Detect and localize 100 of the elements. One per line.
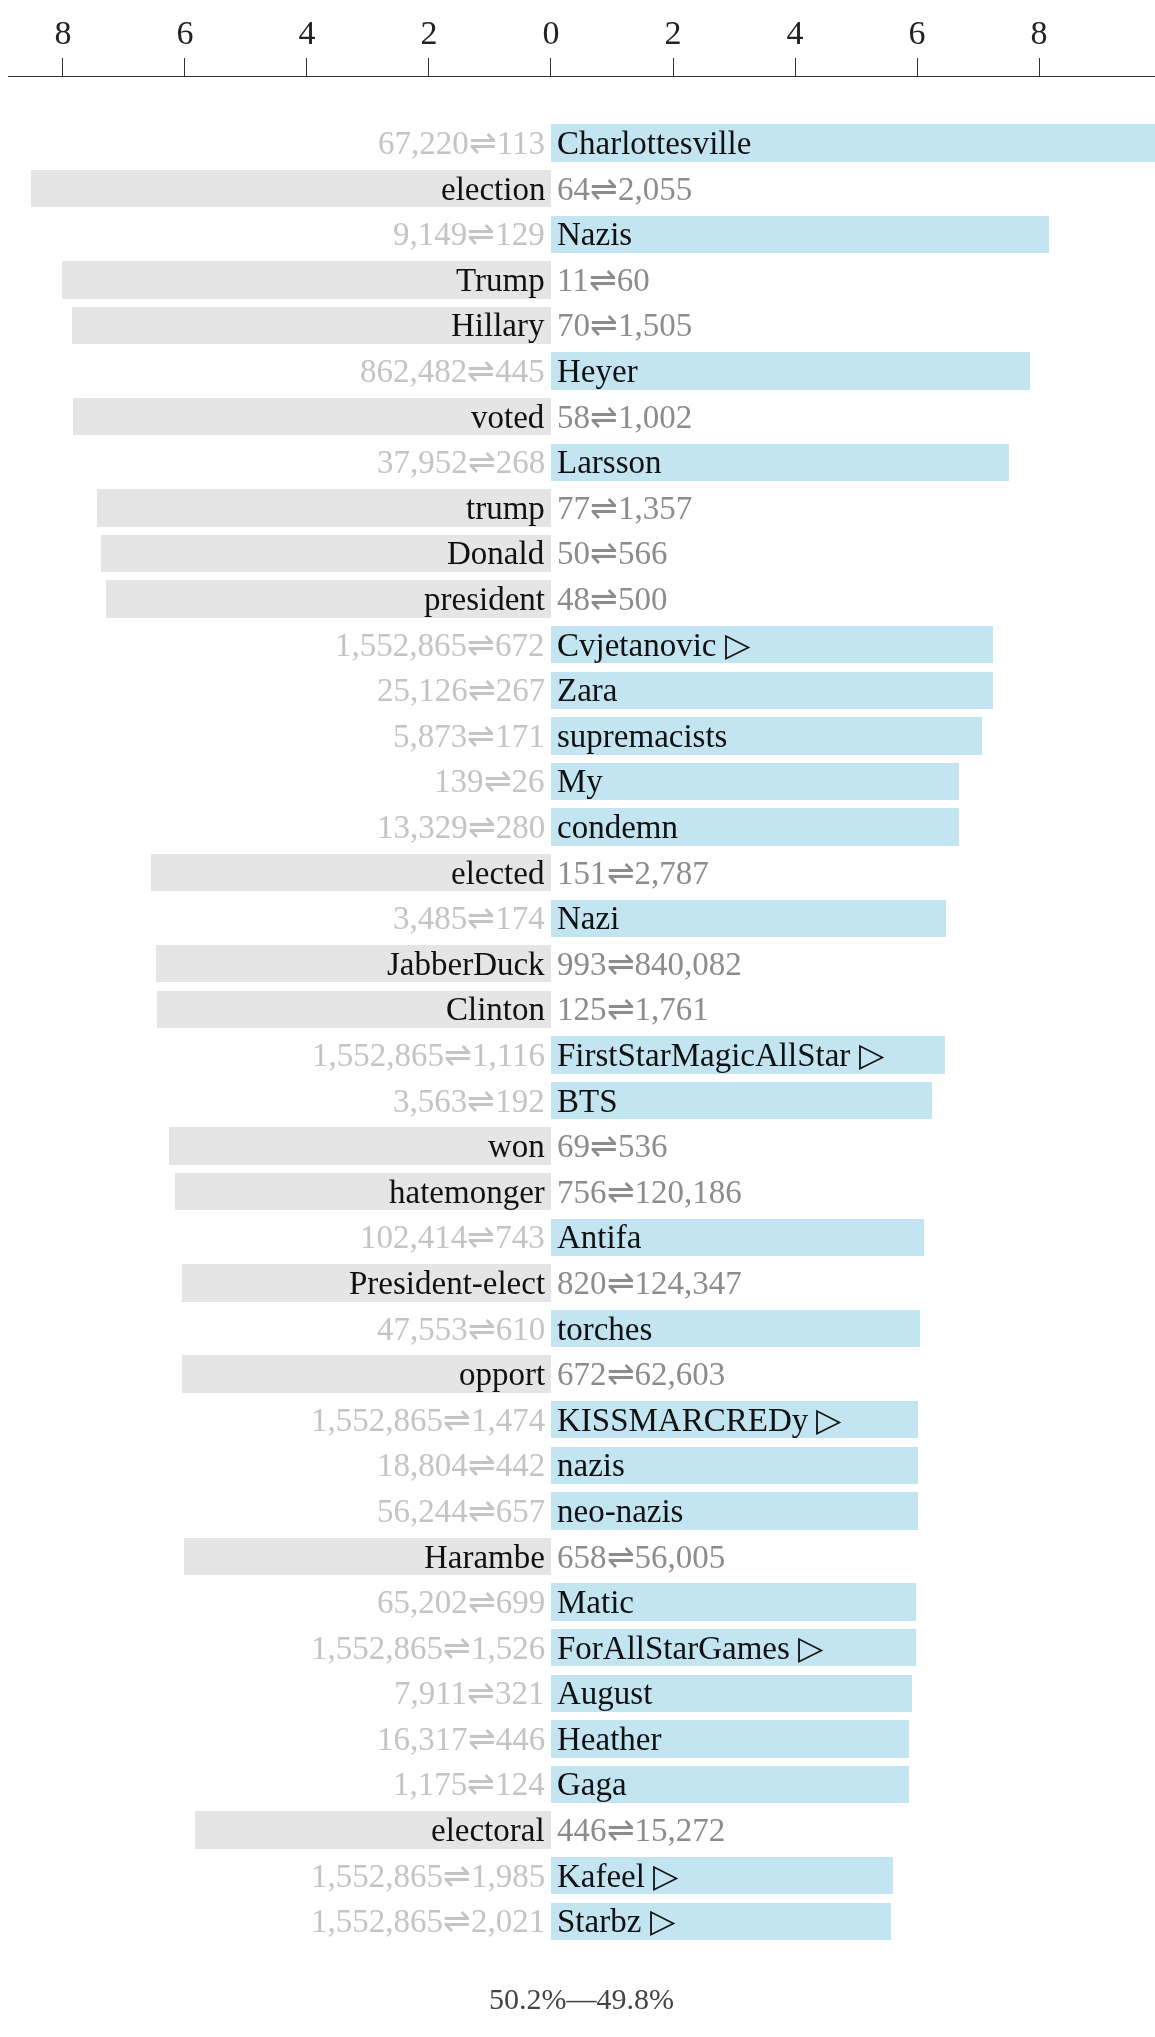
annotation: 1,552,865⇌1,474	[311, 1402, 546, 1438]
y-tick-label: election	[441, 171, 546, 207]
y-tick-label: Trump	[456, 262, 545, 298]
y-tick-label: Harambe	[424, 1539, 545, 1575]
bar	[156, 945, 551, 982]
bar	[101, 535, 551, 572]
bar	[182, 1355, 551, 1393]
annotation: 77⇌1,357	[557, 490, 693, 526]
annotation: 1,552,865⇌672	[335, 627, 545, 663]
y-tick-label: Donald	[447, 535, 545, 571]
bar	[550, 763, 959, 800]
y-tick-label: Charlottesville	[557, 125, 752, 161]
bar	[550, 352, 1030, 390]
annotation: 820⇌124,347	[557, 1265, 742, 1301]
y-tick-label: KISSMARCREDy ▷	[557, 1402, 843, 1438]
bar	[550, 1903, 891, 1940]
y-tick-label: won	[488, 1128, 545, 1164]
y-tick-label: Heyer	[557, 353, 638, 389]
annotation: 65,202⇌699	[377, 1584, 546, 1620]
annotation: 5,873⇌171	[393, 718, 545, 754]
y-tick-label: electoral	[431, 1812, 545, 1848]
y-tick-label: hatemonger	[389, 1174, 545, 1210]
y-tick-label: torches	[557, 1311, 653, 1347]
x-tick-label: 8	[1030, 14, 1048, 52]
annotation: 69⇌536	[557, 1128, 668, 1164]
bar	[169, 1127, 551, 1165]
y-tick-label: voted	[471, 399, 545, 435]
y-tick-label: BTS	[557, 1083, 618, 1119]
y-tick-label: trump	[466, 490, 545, 526]
annotation: 48⇌500	[557, 581, 668, 617]
y-tick-label: Clinton	[446, 991, 546, 1027]
bar	[550, 1583, 916, 1621]
y-tick-label: Zara	[557, 672, 618, 708]
bar	[106, 580, 551, 618]
annotation: 1,175⇌124	[393, 1766, 545, 1802]
y-tick-label: Antifa	[557, 1219, 642, 1255]
x-tick-label: 0	[542, 14, 560, 52]
annotation: 672⇌62,603	[557, 1356, 726, 1392]
annotation: 139⇌26	[434, 763, 545, 799]
x-tick-label: 2	[420, 14, 438, 52]
y-tick-label: neo-nazis	[557, 1493, 684, 1529]
annotation: 58⇌1,002	[557, 399, 693, 435]
annotation: 1,552,865⇌1,526	[311, 1630, 546, 1666]
y-tick-label: Hillary	[451, 307, 545, 343]
bar	[151, 854, 551, 891]
annotation: 125⇌1,761	[557, 991, 709, 1027]
annotation: 56,244⇌657	[377, 1493, 546, 1529]
bar	[550, 672, 993, 709]
bar	[550, 444, 1009, 481]
bar	[550, 626, 993, 663]
bar	[550, 1082, 932, 1119]
bar	[550, 216, 1049, 253]
annotation: 70⇌1,505	[557, 307, 693, 343]
annotation: 1,552,865⇌1,985	[311, 1858, 546, 1894]
annotation: 67,220⇌113	[378, 125, 546, 161]
y-tick-label: Kafeel ▷	[557, 1858, 680, 1894]
y-tick-label: August	[557, 1675, 653, 1711]
bar	[184, 1538, 551, 1575]
bar	[550, 1219, 924, 1256]
y-tick-label: opport	[459, 1356, 546, 1392]
x-tick-label: 4	[786, 14, 804, 52]
x-tick-label: 6	[908, 14, 926, 52]
y-tick-label: Nazis	[557, 216, 633, 252]
y-tick-label: Nazi	[557, 900, 620, 936]
bar	[550, 124, 1155, 162]
annotation: 3,485⇌174	[393, 900, 545, 936]
bar	[195, 1811, 551, 1849]
annotation: 50⇌566	[557, 535, 668, 571]
y-tick-label: supremacists	[557, 718, 728, 754]
y-tick-label: Larsson	[557, 444, 662, 480]
x-tick-label: 2	[664, 14, 682, 52]
bar	[550, 1447, 918, 1484]
text: 50.2%—49.8%	[489, 1982, 674, 2015]
x-tick-label: 4	[298, 14, 316, 52]
bar	[550, 900, 946, 937]
y-tick-label: My	[557, 763, 604, 799]
annotation: 37,952⇌268	[377, 444, 546, 480]
annotation: 7,911⇌321	[394, 1675, 545, 1711]
annotation: 9,149⇌129	[393, 216, 545, 252]
bar	[550, 717, 982, 755]
annotation: 16,317⇌446	[377, 1721, 546, 1757]
annotation: 47,553⇌610	[377, 1311, 546, 1347]
annotation: 13,329⇌280	[377, 809, 546, 845]
y-tick-label: Gaga	[557, 1766, 627, 1802]
x-tick-label: 8	[54, 14, 72, 52]
annotation: 1,552,865⇌1,116	[312, 1037, 546, 1073]
y-tick-label: condemn	[557, 809, 678, 845]
bar	[550, 1492, 918, 1530]
bar	[550, 1675, 912, 1712]
y-tick-label: Heather	[557, 1721, 662, 1757]
y-tick-label: FirstStarMagicAllStar ▷	[557, 1037, 885, 1073]
bar	[73, 398, 551, 435]
annotation: 102,414⇌743	[360, 1219, 545, 1255]
annotation: 11⇌60	[557, 262, 650, 298]
annotation: 151⇌2,787	[557, 855, 709, 891]
bar	[550, 1310, 920, 1347]
y-tick-label: nazis	[557, 1447, 625, 1483]
annotation: 18,804⇌442	[377, 1447, 546, 1483]
bar	[97, 489, 551, 527]
annotation: 1,552,865⇌2,021	[311, 1903, 546, 1939]
